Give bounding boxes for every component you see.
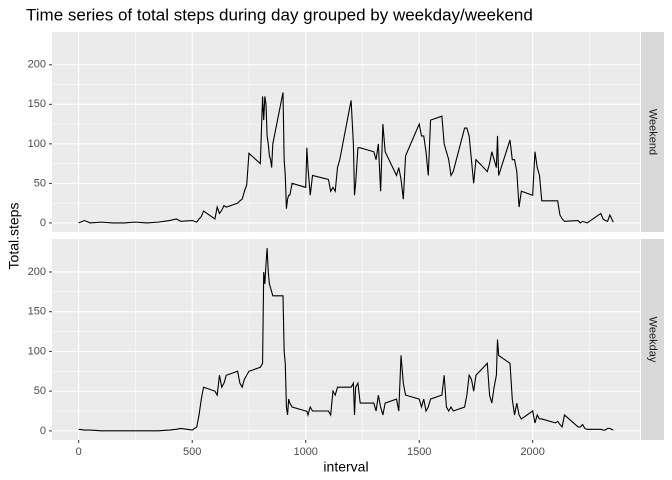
facet-label: Weekday	[647, 317, 659, 363]
x-tick-label: 2000	[520, 446, 544, 458]
x-tick-label: 0	[76, 446, 82, 458]
y-tick-label: 150	[28, 98, 46, 110]
y-tick-label: 100	[28, 138, 46, 150]
data-line	[78, 92, 614, 224]
facet-strip	[641, 32, 664, 232]
data-line	[78, 248, 614, 432]
chart-title: Time series of total steps during day gr…	[26, 5, 533, 24]
y-axis-label: Total.steps	[6, 203, 22, 270]
x-tick-label: 500	[183, 446, 201, 458]
y-tick-label: 50	[34, 177, 46, 189]
facet-strip	[641, 239, 664, 440]
x-tick-label: 1500	[407, 446, 431, 458]
y-tick-label: 100	[28, 345, 46, 357]
y-tick-label: 150	[28, 306, 46, 318]
facet-label: Weekend	[647, 109, 659, 155]
panel-background	[52, 32, 640, 232]
y-tick-label: 0	[40, 217, 46, 229]
panel-background	[52, 239, 640, 440]
x-tick-label: 1000	[293, 446, 317, 458]
y-tick-label: 200	[28, 266, 46, 278]
y-tick-label: 200	[28, 59, 46, 71]
y-tick-label: 0	[40, 425, 46, 437]
y-tick-label: 50	[34, 385, 46, 397]
x-axis-label: interval	[323, 459, 368, 475]
